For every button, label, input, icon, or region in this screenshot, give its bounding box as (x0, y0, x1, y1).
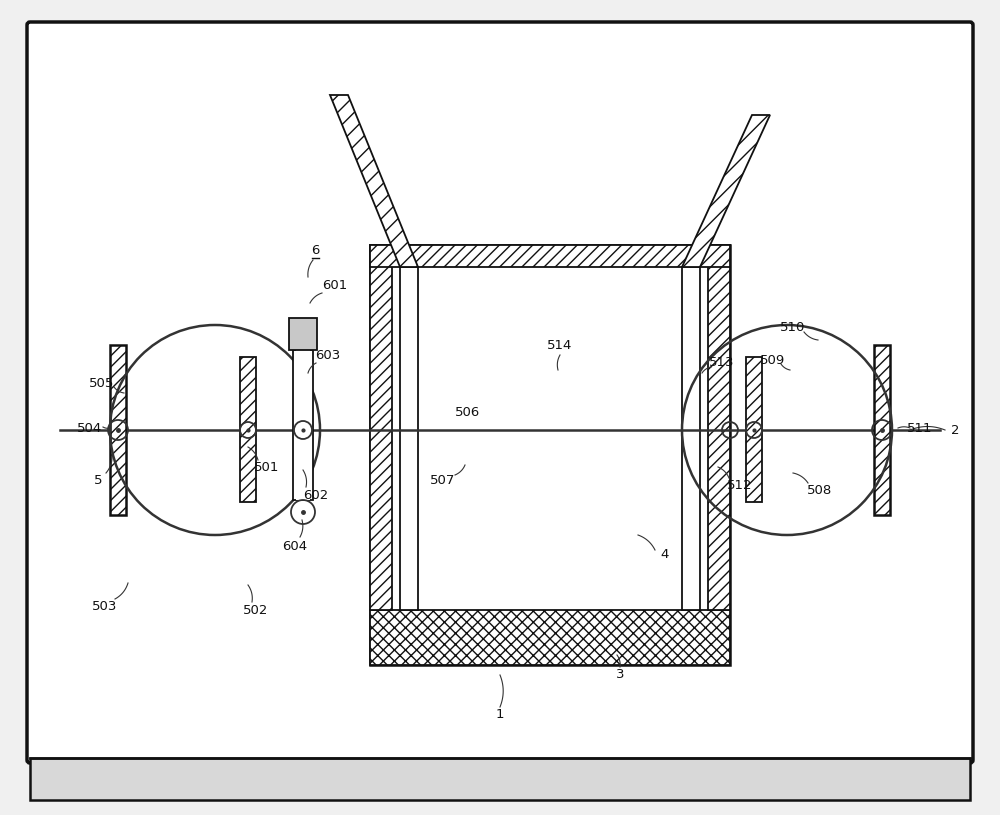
Bar (400, 267, 418, 610)
Bar (289, 318, 317, 350)
Bar (370, 610, 730, 665)
Bar (682, 267, 700, 610)
Bar (296, 350, 310, 500)
Text: 602: 602 (303, 488, 329, 501)
Bar (30, 758, 970, 800)
Text: 511: 511 (907, 421, 933, 434)
Text: 603: 603 (315, 349, 341, 362)
Text: 3: 3 (616, 668, 624, 681)
Text: 502: 502 (243, 603, 269, 616)
Text: 513: 513 (709, 355, 735, 368)
Bar (110, 345, 126, 515)
Text: 508: 508 (807, 483, 833, 496)
Text: 509: 509 (760, 354, 786, 367)
Bar (240, 357, 256, 502)
Text: 510: 510 (780, 320, 806, 333)
Polygon shape (682, 115, 770, 267)
Text: 4: 4 (661, 548, 669, 562)
Bar (370, 245, 730, 267)
Text: 504: 504 (77, 421, 103, 434)
Text: 501: 501 (254, 460, 280, 474)
Bar (708, 245, 730, 610)
Bar (682, 267, 700, 610)
Text: 5: 5 (94, 474, 102, 487)
Text: 514: 514 (547, 338, 573, 351)
Polygon shape (330, 95, 418, 267)
Text: 601: 601 (322, 279, 348, 292)
Text: 503: 503 (92, 601, 118, 614)
Text: 506: 506 (455, 406, 481, 418)
Bar (293, 350, 313, 500)
Text: 505: 505 (89, 377, 115, 390)
Text: 1: 1 (496, 708, 504, 721)
Text: 6: 6 (311, 244, 319, 257)
Text: 2: 2 (951, 424, 959, 437)
Bar (400, 267, 418, 610)
Bar (874, 345, 890, 515)
Text: 507: 507 (430, 474, 456, 487)
Bar (370, 245, 392, 610)
Text: 512: 512 (727, 478, 753, 491)
Bar (746, 357, 762, 502)
FancyBboxPatch shape (27, 22, 973, 763)
Text: 604: 604 (282, 540, 308, 553)
Bar (370, 245, 730, 665)
